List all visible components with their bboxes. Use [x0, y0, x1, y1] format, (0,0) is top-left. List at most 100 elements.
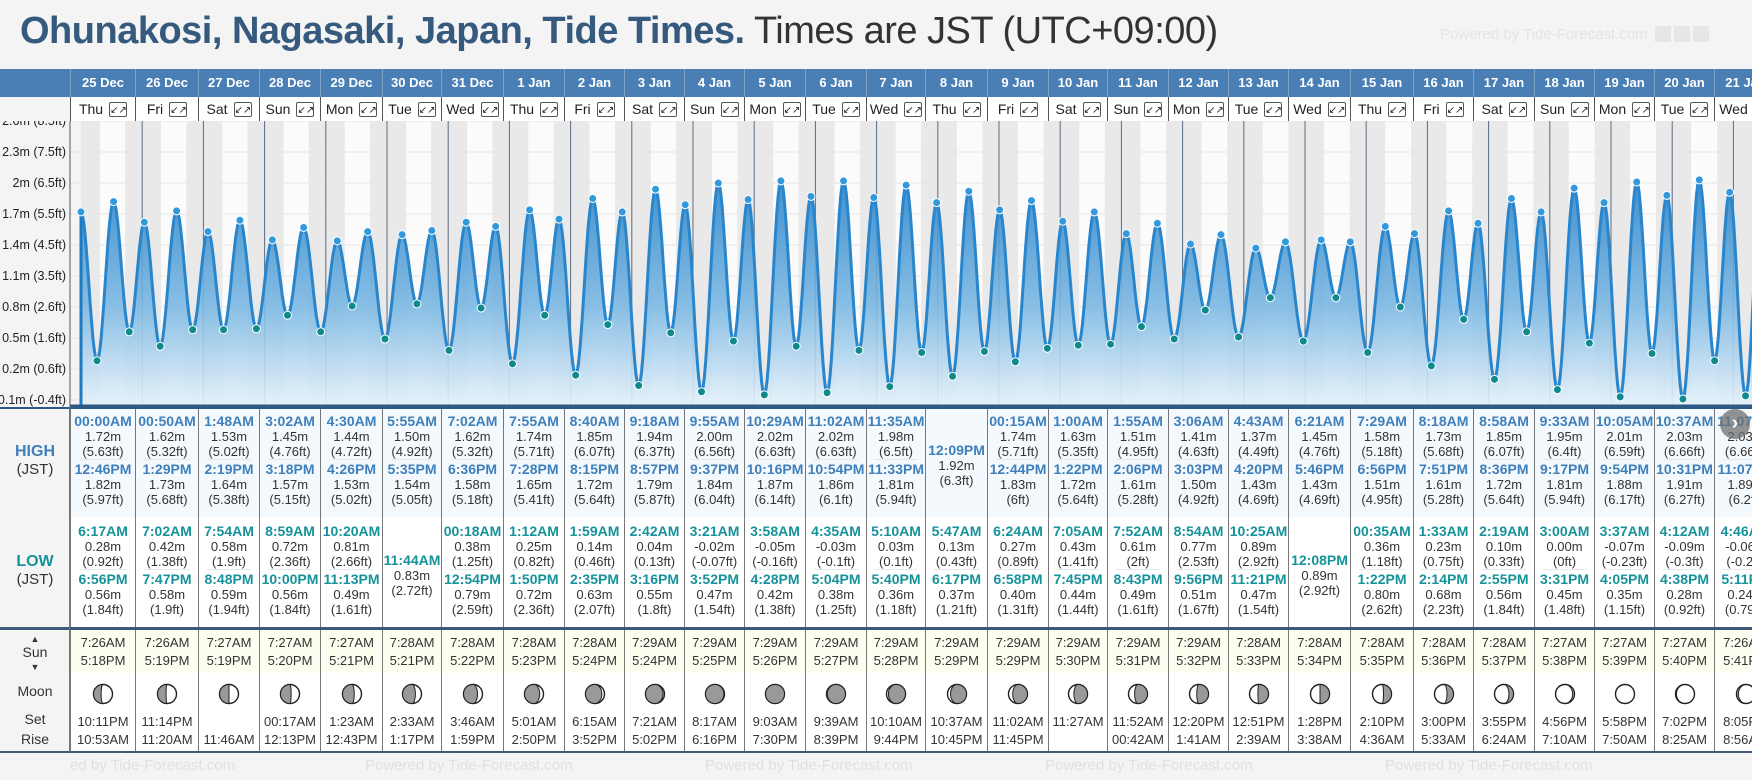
- high-tide-point: [839, 176, 849, 186]
- logo-icon: [1654, 26, 1671, 42]
- tide-height-ft: (6.2ft): [1728, 492, 1752, 507]
- tide-time: 10:54PM: [807, 461, 865, 477]
- tide-height-m: 1.83m: [999, 477, 1037, 492]
- tide-entry: 10:20AM 0.81m (2.66ft): [321, 524, 382, 570]
- tide-height-m: 2.01m: [1606, 429, 1643, 444]
- expand-day-icon[interactable]: ↙↗: [904, 101, 923, 117]
- tide-height-m: 0.03m: [877, 539, 915, 554]
- expand-day-icon[interactable]: ↙↗: [233, 101, 252, 117]
- expand-day-icon[interactable]: ↙↗: [1144, 101, 1163, 117]
- day-of-week: Thu: [1357, 101, 1383, 117]
- expand-day-icon[interactable]: ↙↗: [169, 101, 188, 117]
- tide-height-m: 2.03m: [1666, 429, 1703, 444]
- tide-height-ft: (5.28ft): [1117, 492, 1159, 507]
- sunrise-time: 7:28AM: [1236, 635, 1281, 650]
- expand-day-icon[interactable]: ↙↗: [596, 101, 615, 117]
- sun-cell: 7:28AM 5:36PM: [1413, 627, 1473, 673]
- sunrise-time: 7:28AM: [1481, 635, 1527, 650]
- tide-entry: 7:45PM 0.44m (1.44ft): [1049, 572, 1107, 618]
- moonrise-time: 11:46AM: [203, 732, 255, 747]
- tide-entry: 12:09PM 1.92m (6.3ft): [926, 443, 987, 489]
- expand-day-icon[interactable]: ↙↗: [1327, 101, 1346, 117]
- tide-height-ft: (4.49ft): [1237, 444, 1280, 459]
- tide-time: 5:10AM: [871, 523, 921, 539]
- expand-day-icon[interactable]: ↙↗: [1020, 101, 1039, 117]
- moon-cell: 9:03AM 7:30PM: [744, 673, 805, 752]
- sunset-time: 5:37PM: [1481, 653, 1527, 668]
- expand-day-icon[interactable]: ↙↗: [540, 101, 559, 117]
- expand-day-icon[interactable]: ↙↗: [1445, 101, 1464, 117]
- tide-height-m: 0.79m: [454, 587, 491, 602]
- date-header: 20 Jan: [1654, 69, 1714, 97]
- expand-day-icon[interactable]: ↙↗: [296, 101, 315, 117]
- date-header: 9 Jan: [987, 69, 1048, 97]
- tide-entry: 8:40AM 1.85m (6.07ft): [565, 414, 624, 460]
- date-header: 15 Jan: [1350, 69, 1413, 97]
- date-header: 31 Dec: [441, 69, 503, 97]
- moonset-time: 1:23AM: [329, 714, 374, 729]
- low-tide-point: [885, 382, 895, 392]
- low-tide-point: [92, 356, 102, 366]
- tide-time: 3:02AM: [265, 413, 315, 429]
- expand-day-icon[interactable]: ↙↗: [1508, 101, 1527, 117]
- low-tide-point: [1363, 347, 1373, 357]
- moonrise-time: 00:42AM: [1111, 732, 1165, 747]
- day-of-week: Sun: [1113, 101, 1139, 117]
- expand-day-icon[interactable]: ↙↗: [659, 101, 677, 117]
- date-header: 21 Jan: [1714, 69, 1752, 97]
- expand-day-icon[interactable]: ↙↗: [1082, 101, 1101, 117]
- date-header: 13 Jan: [1228, 69, 1288, 97]
- tide-entry: 5:40PM 0.36m (1.18ft): [867, 572, 925, 618]
- day-of-week: Sat: [206, 101, 228, 117]
- tide-height-m: 0.59m: [210, 587, 248, 602]
- tide-height-ft: (5.64ft): [1057, 492, 1099, 507]
- tide-entry: 12:08PM 0.89m (2.92ft): [1289, 553, 1350, 599]
- tide-time: 1:55AM: [1113, 413, 1163, 429]
- tide-height-ft: (1.94ft): [208, 602, 250, 617]
- expand-day-icon[interactable]: ↙↗: [720, 101, 739, 117]
- tide-height-ft: (1.61ft): [330, 602, 373, 617]
- low-tide-point: [1106, 339, 1116, 349]
- expand-day-icon[interactable]: ↙↗: [1632, 101, 1651, 117]
- moon-cell: 6:15AM 3:52PM: [564, 673, 624, 752]
- sunset-time: 5:19PM: [206, 653, 252, 668]
- expand-day-icon[interactable]: ↙↗: [1690, 101, 1709, 117]
- low-tide-cell: 8:59AM 0.72m (2.36ft) 10:00PM 0.56m (1.84ft): [259, 517, 320, 627]
- sunset-time: 5:21PM: [329, 653, 374, 668]
- expand-day-icon[interactable]: ↙↗: [1388, 101, 1407, 117]
- expand-day-icon[interactable]: ↙↗: [1206, 101, 1225, 117]
- day-header: Wed ↙↗: [866, 97, 925, 121]
- tide-height-m: 1.86m: [817, 477, 855, 492]
- tide-height-m: 0.43m: [1059, 539, 1097, 554]
- expand-day-icon[interactable]: ↙↗: [1570, 101, 1589, 117]
- expand-day-icon[interactable]: ↙↗: [962, 101, 981, 117]
- expand-day-icon[interactable]: ↙↗: [782, 101, 801, 117]
- expand-day-icon[interactable]: ↙↗: [841, 101, 860, 117]
- expand-day-icon[interactable]: ↙↗: [480, 101, 499, 117]
- moon-cell: 2:33AM 1:17PM: [382, 673, 441, 752]
- expand-day-icon[interactable]: ↙↗: [359, 101, 378, 117]
- sun-cell: 7:28AM 5:21PM: [382, 627, 441, 673]
- high-tide-point: [1216, 230, 1226, 240]
- tide-height-ft: (1.21ft): [935, 602, 978, 617]
- next-arrow-button[interactable]: ›: [1720, 409, 1750, 439]
- low-tide-cell: 5:47AM 0.13m (0.43ft) 6:17PM 0.37m (1.21ft): [925, 517, 987, 627]
- tide-entry: 1:22PM 1.72m (5.64ft): [1049, 462, 1107, 508]
- sunset-time: 5:28PM: [873, 653, 919, 668]
- moonrise-time: 8:39PM: [813, 732, 859, 747]
- moonrise-label: Rise: [20, 731, 49, 747]
- low-tide-point: [412, 299, 422, 309]
- tide-entry: 2:42AM 0.04m (0.13ft): [625, 524, 684, 570]
- high-tide-cell: 7:29AM 1.58m (5.18ft) 6:56PM 1.51m (4.95ft): [1350, 407, 1413, 517]
- expand-day-icon[interactable]: ↙↗: [109, 101, 128, 117]
- sun-cell: 7:29AM 5:24PM: [624, 627, 684, 673]
- high-tide-point: [869, 192, 879, 202]
- tide-time: 4:26PM: [326, 461, 377, 477]
- tide-entry: 10:05AM 2.01m (6.59ft): [1595, 414, 1654, 460]
- moonset-time: 00:17AM: [263, 714, 317, 729]
- day-header: Mon ↙↗: [1594, 97, 1654, 121]
- expand-day-icon[interactable]: ↙↗: [417, 101, 436, 117]
- expand-day-icon[interactable]: ↙↗: [1264, 101, 1283, 117]
- tide-entry: 5:11PM0.24m(0.79ft): [1715, 572, 1752, 618]
- date-header: 6 Jan: [805, 69, 866, 97]
